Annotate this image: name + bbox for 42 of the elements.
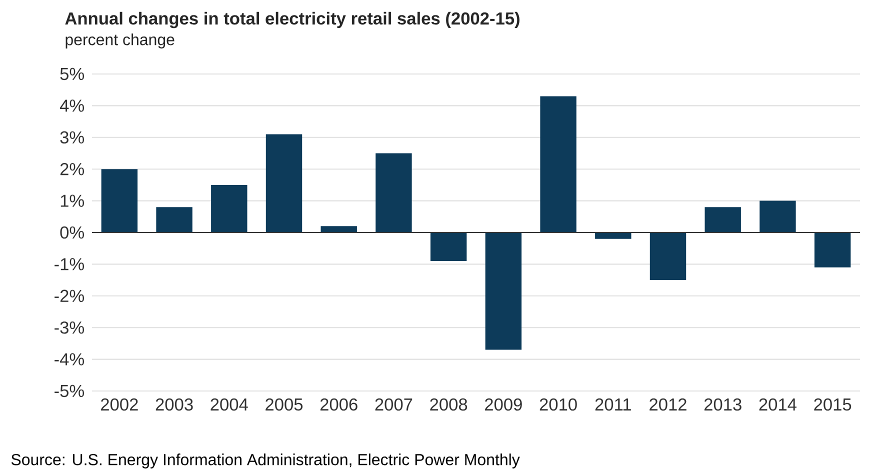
bar xyxy=(595,232,632,239)
x-tick-label: 2004 xyxy=(210,398,248,411)
bar xyxy=(101,169,138,232)
y-tick-label: -4% xyxy=(54,353,84,366)
x-tick-label: 2007 xyxy=(375,398,412,411)
y-tick-label: 3% xyxy=(60,131,84,144)
x-tick-label: 2005 xyxy=(266,398,303,411)
x-tick-label: 2010 xyxy=(540,398,577,411)
bar xyxy=(650,232,686,280)
x-tick-label: 2011 xyxy=(595,398,631,411)
bar xyxy=(540,96,576,232)
bar xyxy=(430,232,467,262)
y-tick-label: 4% xyxy=(60,100,84,112)
x-tick-label: 2009 xyxy=(485,398,522,411)
y-tick-label: 1% xyxy=(60,194,84,207)
chart-title: Annual changes in total electricity retail sales (2002-15) xyxy=(65,12,520,28)
bar xyxy=(814,232,851,268)
y-tick-label: 2% xyxy=(60,162,84,176)
x-tick-label: 2015 xyxy=(814,398,852,411)
x-tick-label: 2014 xyxy=(759,398,796,411)
x-tick-label: 2012 xyxy=(650,398,686,411)
x-tick-label: 2006 xyxy=(320,398,358,411)
y-tick-label: -2% xyxy=(54,290,84,302)
bar xyxy=(485,232,522,350)
x-tick-label: 2002 xyxy=(101,398,138,411)
bar xyxy=(704,207,741,232)
bar xyxy=(156,207,192,232)
bar xyxy=(760,200,796,232)
source-note: Source: U.S. Energy Information Administration, Electric Power Monthly xyxy=(11,454,520,468)
x-tick-label: 2013 xyxy=(704,398,742,411)
y-tick-label: 5% xyxy=(60,68,84,80)
y-tick-label: -5% xyxy=(54,384,84,398)
bar xyxy=(211,184,248,232)
x-tick-label: 2003 xyxy=(156,398,193,411)
y-tick-label: -3% xyxy=(54,321,84,334)
bar xyxy=(376,153,412,232)
bar xyxy=(266,134,302,232)
bar xyxy=(320,226,357,232)
x-tick-label: 2008 xyxy=(430,398,468,411)
y-tick-label: -1% xyxy=(54,258,84,270)
chart-subtitle: percent change xyxy=(66,34,174,48)
y-tick-label: 0% xyxy=(60,226,84,239)
